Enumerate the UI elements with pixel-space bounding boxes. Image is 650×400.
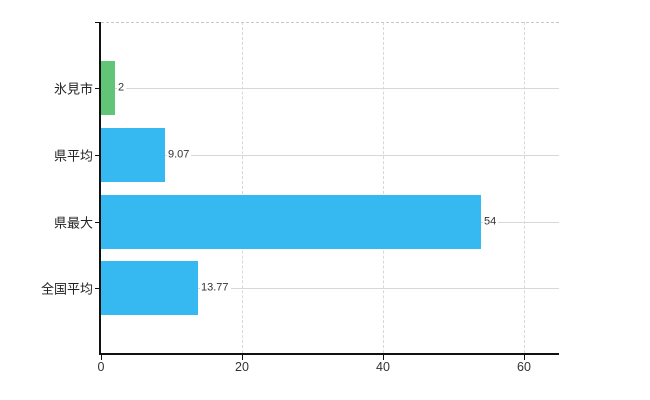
- y-axis-tick: [95, 155, 99, 156]
- bar[interactable]: [101, 195, 481, 249]
- category-label: 氷見市: [53, 81, 93, 97]
- category-label: 県平均: [53, 148, 93, 164]
- gridline-vertical: [524, 22, 525, 353]
- bar-value-label: 54: [483, 215, 499, 229]
- bar[interactable]: [101, 128, 165, 182]
- x-axis-tick: [524, 355, 525, 360]
- x-tick-label: 60: [517, 360, 531, 374]
- y-axis-tick: [95, 288, 99, 289]
- bar-value-label: 2: [117, 81, 127, 95]
- y-axis-line: [99, 22, 101, 354]
- x-axis-line: [99, 353, 559, 355]
- bar-value-label: 9.07: [167, 148, 192, 162]
- category-label: 全国平均: [40, 281, 93, 297]
- bar[interactable]: [101, 261, 198, 315]
- category-label: 県最大: [53, 215, 93, 231]
- x-tick-label: 0: [97, 360, 105, 374]
- x-tick-label: 40: [376, 360, 390, 374]
- plot-top-border: [101, 22, 559, 23]
- x-tick-label: 20: [235, 360, 249, 374]
- y-axis-tick: [95, 88, 99, 89]
- y-axis-tick: [95, 22, 99, 23]
- x-axis-tick: [242, 355, 243, 360]
- gridline-horizontal: [101, 88, 559, 89]
- gridline-horizontal: [101, 155, 559, 156]
- x-axis-tick: [101, 355, 102, 360]
- gridline-vertical: [242, 22, 243, 353]
- x-axis-tick: [383, 355, 384, 360]
- bar[interactable]: [101, 61, 115, 115]
- y-axis-tick: [95, 222, 99, 223]
- bar-value-label: 13.77: [200, 281, 231, 295]
- gridline-horizontal: [101, 288, 559, 289]
- gridline-vertical: [383, 22, 384, 353]
